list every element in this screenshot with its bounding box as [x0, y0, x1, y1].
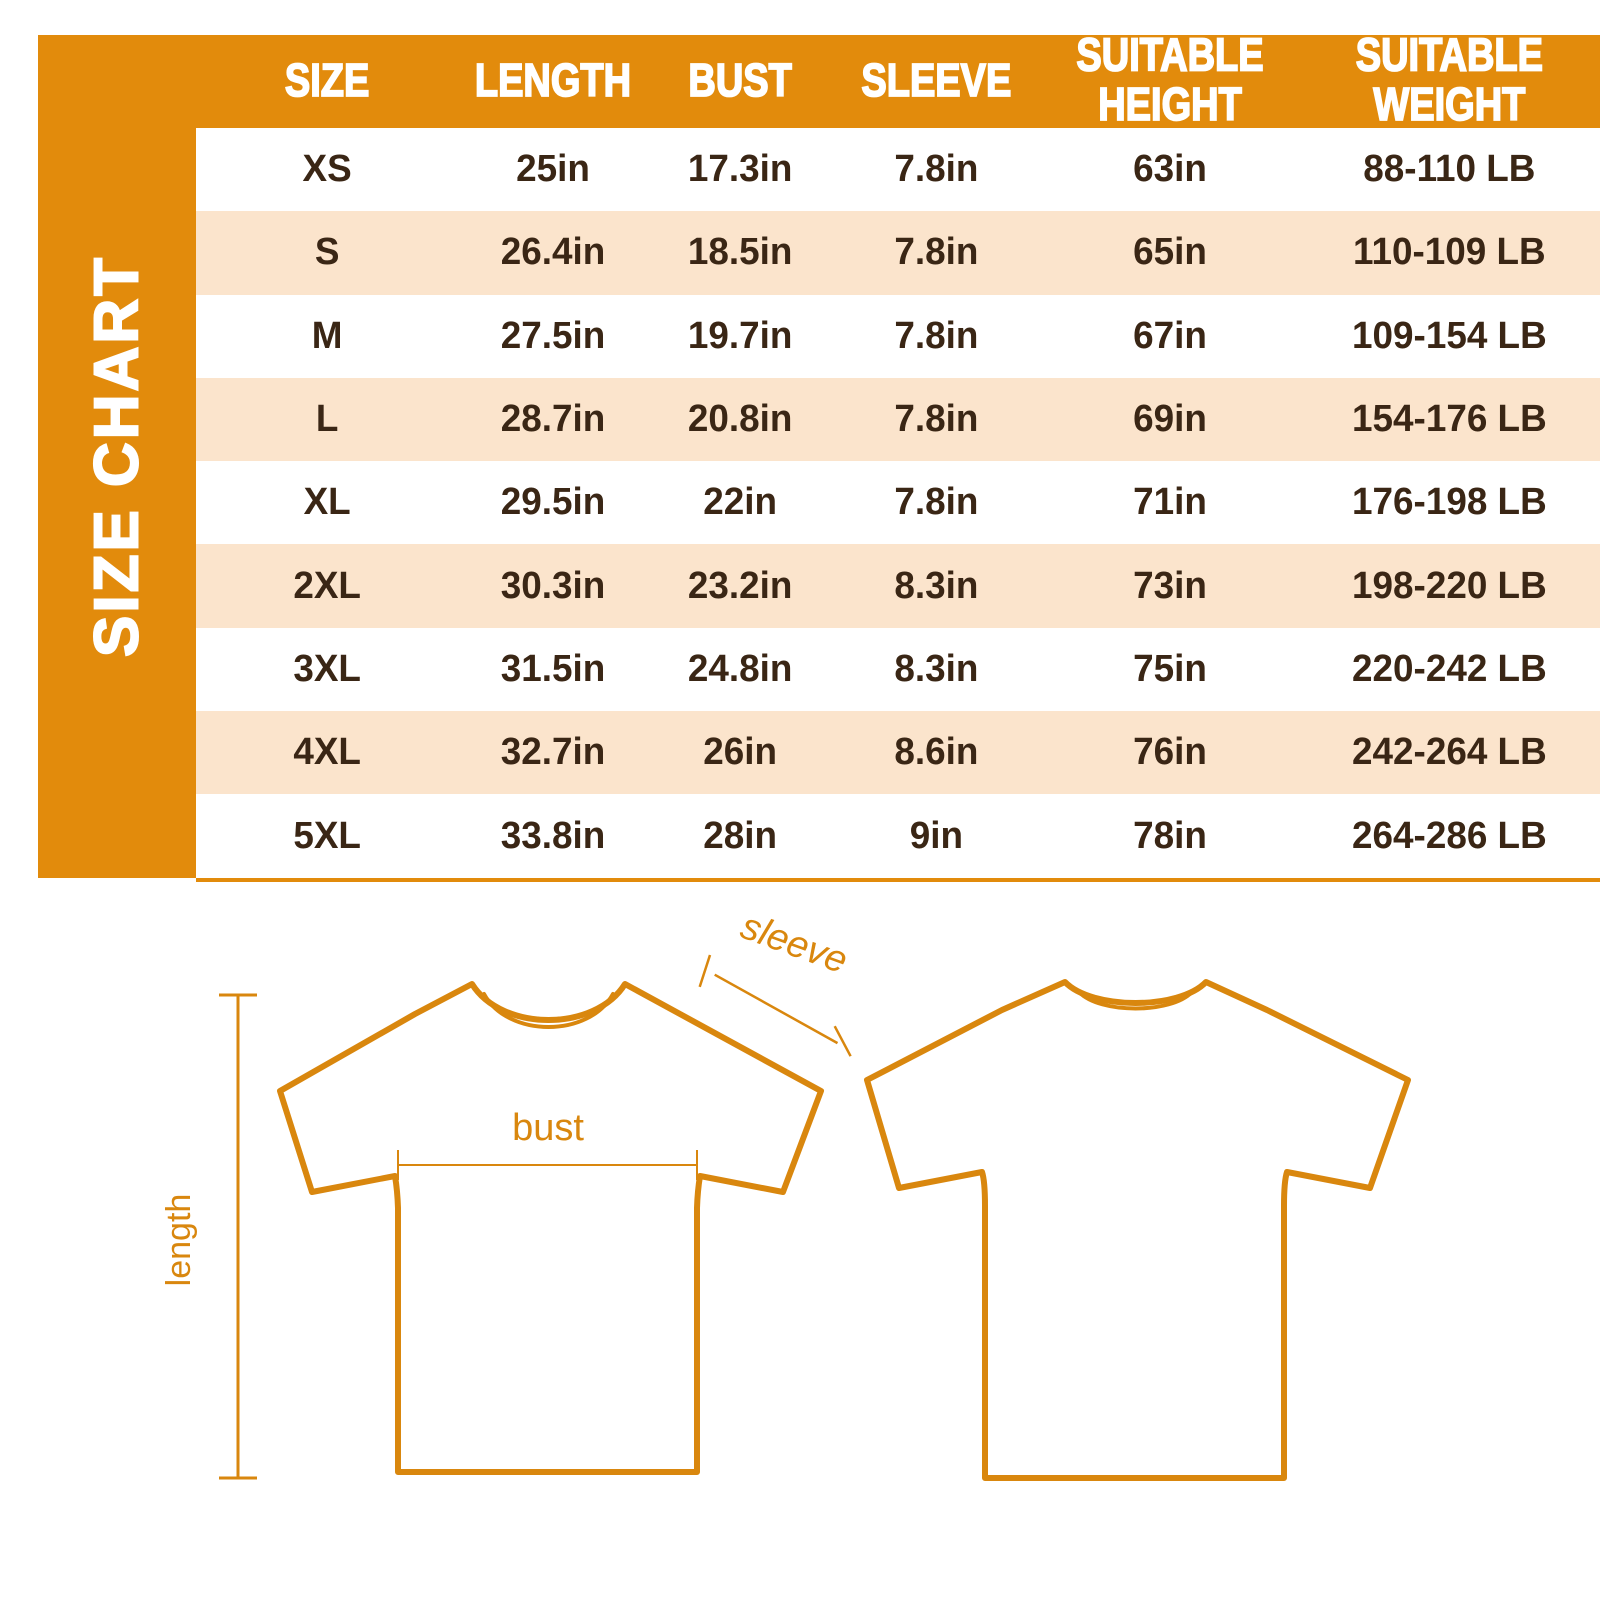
svg-text:bust: bust	[512, 1107, 584, 1149]
svg-text:sleeve: sleeve	[735, 905, 853, 982]
svg-text:length: length	[160, 1194, 198, 1287]
